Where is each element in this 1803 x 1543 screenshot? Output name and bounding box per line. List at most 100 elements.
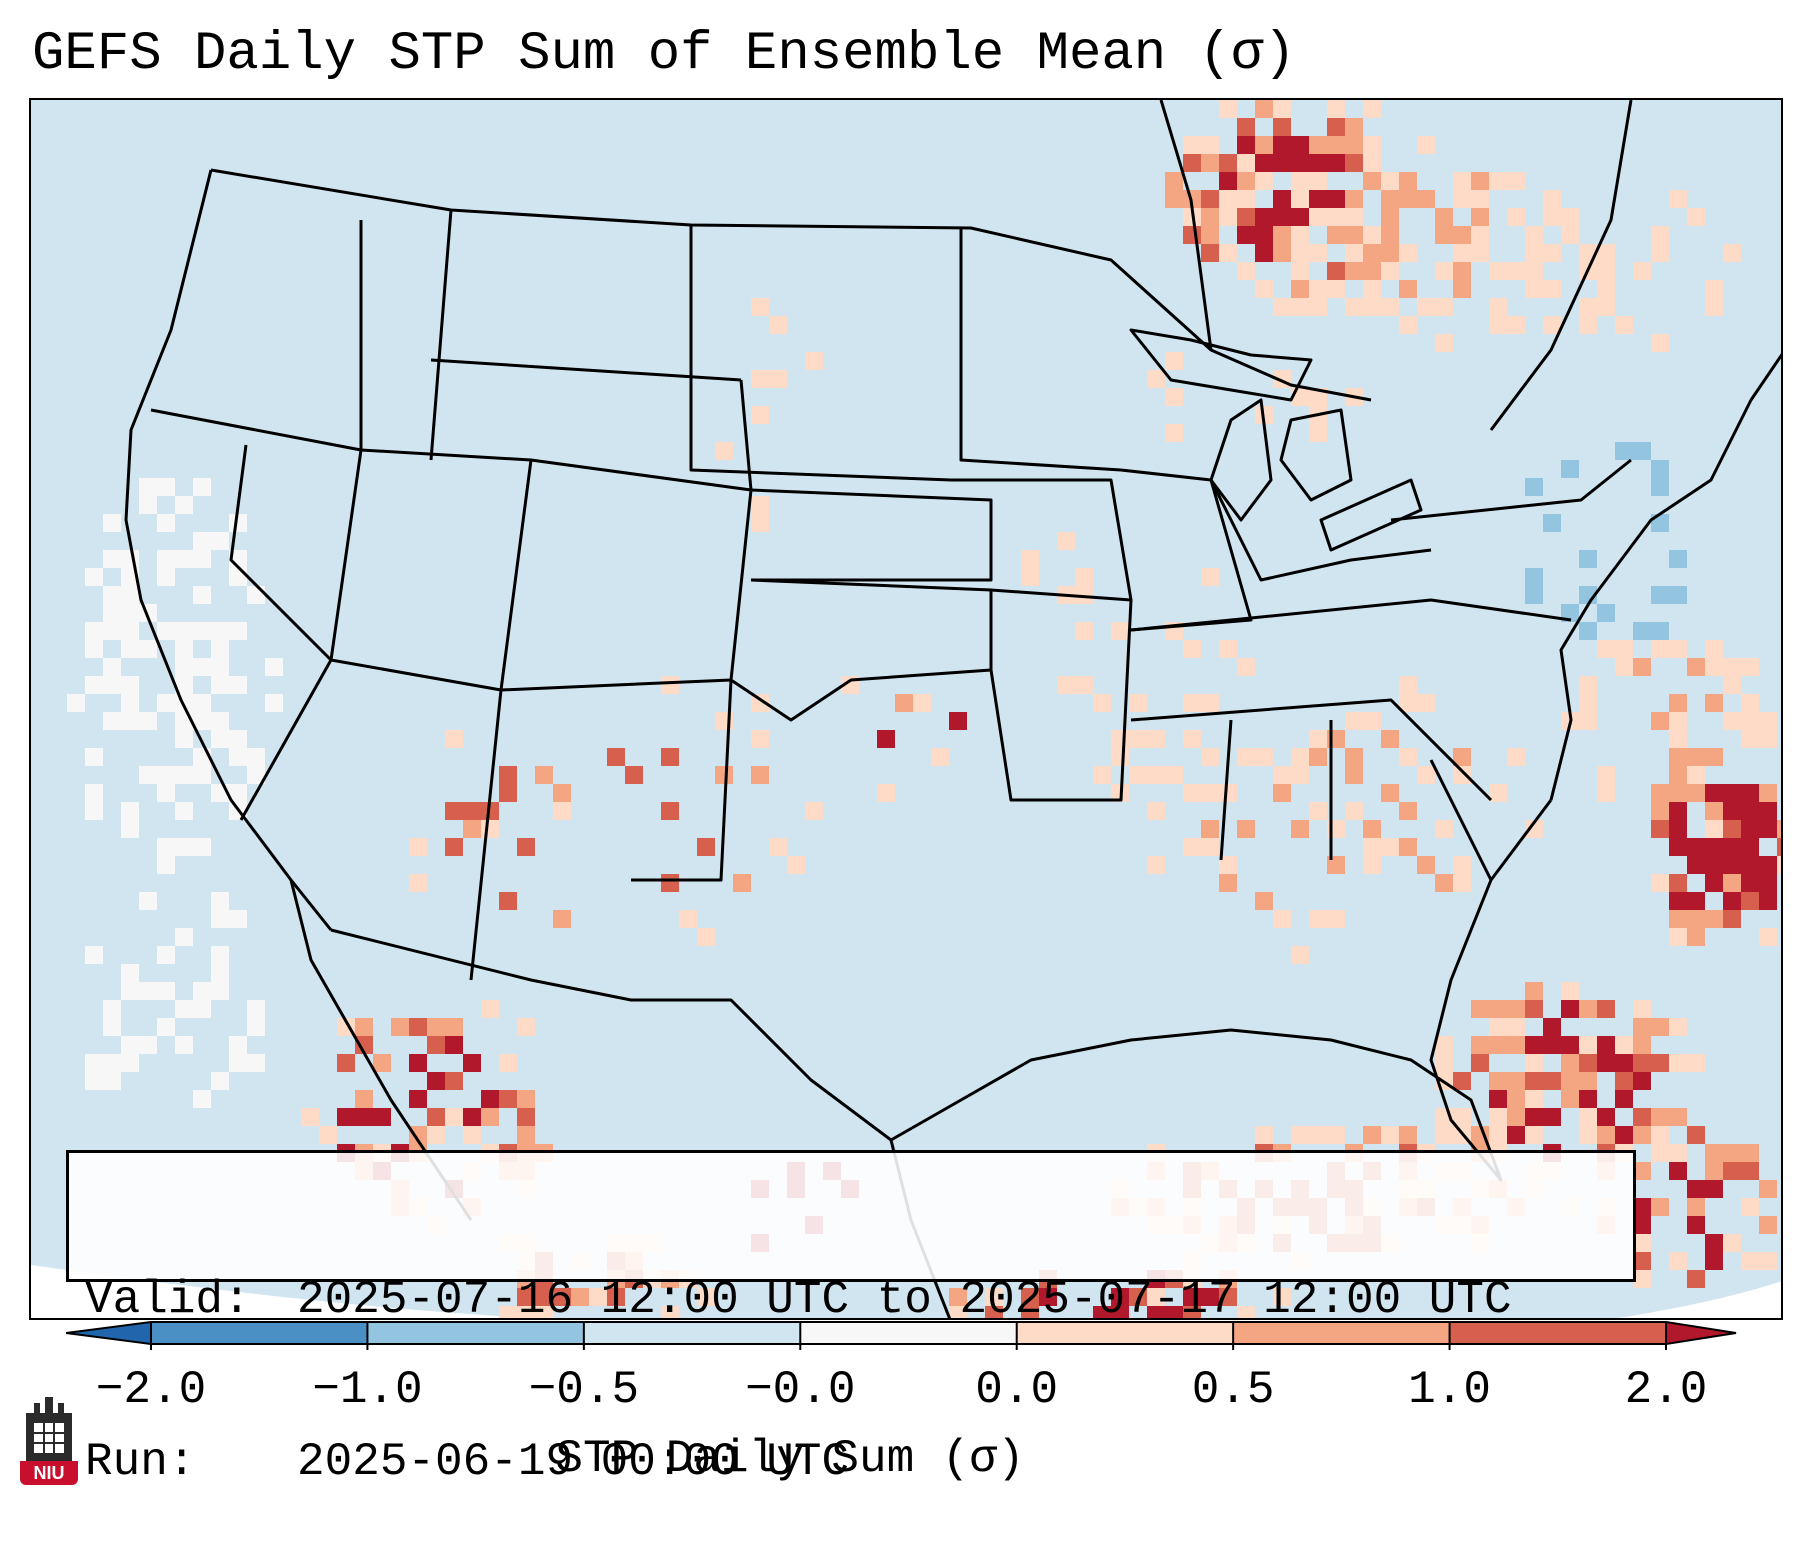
stp-cell bbox=[139, 892, 157, 910]
stp-cell bbox=[1021, 1306, 1039, 1318]
stp-cell bbox=[1381, 244, 1399, 262]
stp-cell bbox=[1345, 118, 1363, 136]
stp-cell bbox=[1201, 1288, 1219, 1306]
stp-cell bbox=[1669, 1144, 1687, 1162]
border-us-mexico bbox=[330, 928, 892, 1142]
stp-cell bbox=[1633, 262, 1651, 280]
stp-cell bbox=[1597, 244, 1615, 262]
stp-cell bbox=[1525, 586, 1543, 604]
stp-cell bbox=[1381, 226, 1399, 244]
stp-cell bbox=[1363, 1126, 1381, 1144]
stp-cell bbox=[1165, 190, 1183, 208]
stp-cell bbox=[1525, 1054, 1543, 1072]
stp-cell bbox=[103, 1054, 121, 1072]
stp-cell bbox=[1651, 820, 1669, 838]
stp-cell bbox=[1435, 208, 1453, 226]
stp-cell bbox=[1651, 712, 1669, 730]
stp-cell bbox=[1255, 748, 1273, 766]
stp-cell bbox=[121, 712, 139, 730]
stp-cell bbox=[1291, 280, 1309, 298]
stp-cell bbox=[535, 766, 553, 784]
border-canada-us bbox=[210, 168, 1372, 402]
stp-cell bbox=[1687, 208, 1705, 226]
stp-cell bbox=[157, 856, 175, 874]
stp-cell bbox=[157, 622, 175, 640]
stp-cell bbox=[1723, 892, 1741, 910]
stp-cell bbox=[1507, 1036, 1525, 1054]
stp-cell bbox=[337, 1108, 355, 1126]
stp-cell bbox=[553, 784, 571, 802]
stp-cell bbox=[121, 550, 139, 568]
stp-cell bbox=[1651, 532, 1669, 550]
stp-cell bbox=[1129, 1288, 1147, 1306]
stp-cell bbox=[1255, 244, 1273, 262]
colorbar-tick-label: 0.5 bbox=[1191, 1364, 1275, 1416]
stp-cell bbox=[877, 784, 895, 802]
stp-cell bbox=[247, 586, 265, 604]
stp-cell bbox=[265, 694, 283, 712]
stp-cell bbox=[1507, 316, 1525, 334]
stp-cell bbox=[211, 892, 229, 910]
stp-cell bbox=[193, 766, 211, 784]
stp-cell bbox=[1705, 1162, 1723, 1180]
stp-cell bbox=[1543, 550, 1561, 568]
stp-cell bbox=[1273, 298, 1291, 316]
stp-cell bbox=[1111, 622, 1129, 640]
stp-cell bbox=[1597, 784, 1615, 802]
stp-cell bbox=[1561, 208, 1579, 226]
stp-cell bbox=[913, 694, 931, 712]
stp-cell bbox=[1669, 640, 1687, 658]
stp-cell bbox=[1255, 172, 1273, 190]
stp-cell bbox=[1633, 1036, 1651, 1054]
stp-cell bbox=[1147, 730, 1165, 748]
stp-cell bbox=[1291, 766, 1309, 784]
stp-cell bbox=[1669, 712, 1687, 730]
stp-cell bbox=[1129, 730, 1147, 748]
stp-cell bbox=[1687, 766, 1705, 784]
stp-cell bbox=[121, 982, 139, 1000]
stp-cell bbox=[409, 1018, 427, 1036]
stp-cell bbox=[1291, 208, 1309, 226]
stp-cell bbox=[193, 1090, 211, 1108]
stp-cell bbox=[1633, 496, 1651, 514]
stp-cell bbox=[103, 622, 121, 640]
colorbar-tick-label: −2.0 bbox=[95, 1364, 207, 1416]
stp-cell bbox=[157, 766, 175, 784]
stp-cell bbox=[1471, 1054, 1489, 1072]
stp-cell bbox=[1741, 1252, 1759, 1270]
stp-cell bbox=[1669, 1252, 1687, 1270]
stp-cell bbox=[1597, 1036, 1615, 1054]
stp-cell bbox=[175, 730, 193, 748]
stp-cell bbox=[1723, 676, 1741, 694]
stp-cell bbox=[1525, 820, 1543, 838]
stp-cell bbox=[877, 730, 895, 748]
stp-cell bbox=[1471, 1036, 1489, 1054]
stp-cell bbox=[1363, 100, 1381, 118]
stp-cell bbox=[1399, 694, 1417, 712]
stp-cell bbox=[1165, 766, 1183, 784]
stp-cell bbox=[1075, 568, 1093, 586]
stp-cell bbox=[1705, 298, 1723, 316]
stp-cell bbox=[211, 910, 229, 928]
stp-cell bbox=[121, 586, 139, 604]
stp-cell bbox=[139, 496, 157, 514]
stp-cell bbox=[337, 1054, 355, 1072]
colorbar-tick-label: 0.0 bbox=[975, 1364, 1059, 1416]
stp-cell bbox=[193, 694, 211, 712]
stp-cell bbox=[175, 1036, 193, 1054]
stp-cell bbox=[1381, 172, 1399, 190]
stp-cell bbox=[1579, 298, 1597, 316]
stp-cell bbox=[1525, 262, 1543, 280]
stp-cell bbox=[175, 496, 193, 514]
stp-cell bbox=[1471, 190, 1489, 208]
stp-cell bbox=[1129, 694, 1147, 712]
stp-cell bbox=[1741, 1144, 1759, 1162]
stp-cell bbox=[157, 784, 175, 802]
stp-cell bbox=[1345, 154, 1363, 172]
stp-cell bbox=[139, 1036, 157, 1054]
stp-cell bbox=[1741, 784, 1759, 802]
stp-cell bbox=[1219, 1288, 1237, 1306]
stp-cell bbox=[103, 586, 121, 604]
stp-cell bbox=[1615, 478, 1633, 496]
stp-cell bbox=[1021, 1288, 1039, 1306]
